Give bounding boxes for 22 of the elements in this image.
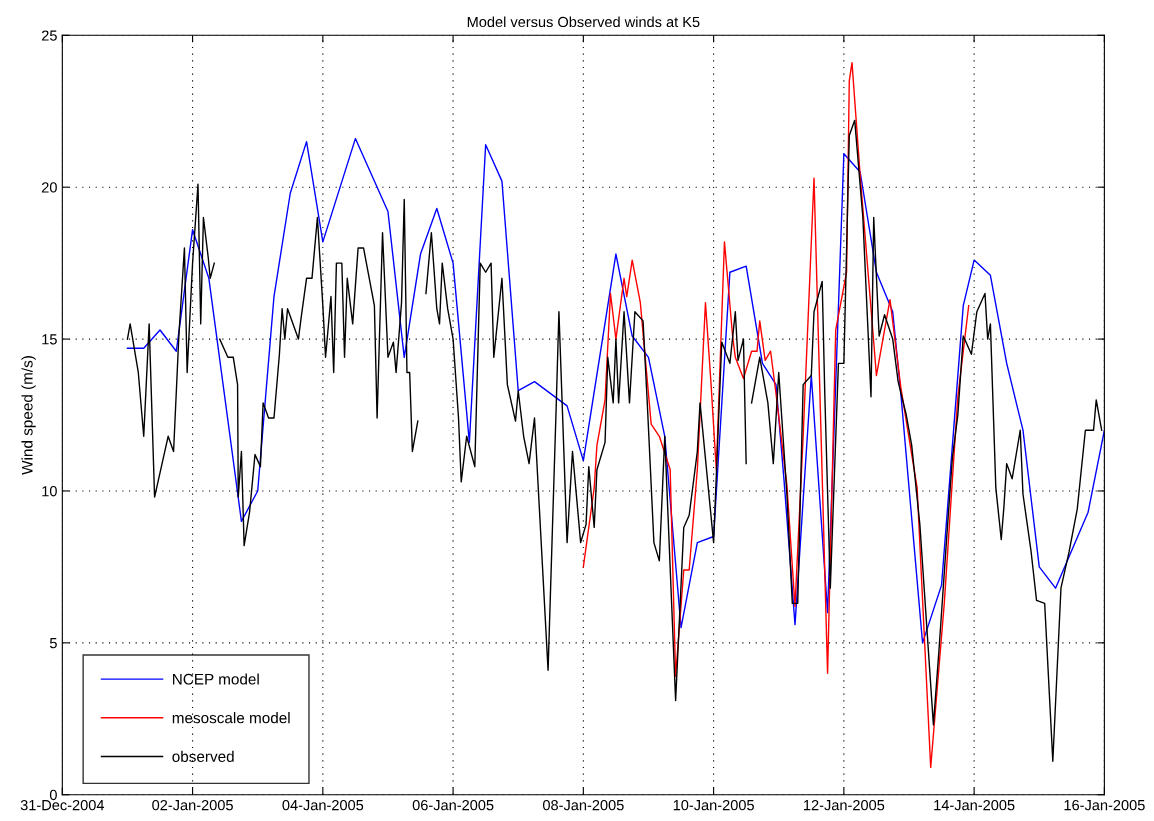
x-tick-label: 02-Jan-2005 [152,799,233,811]
legend-label: observed [172,750,234,762]
y-tick-label: 15 [42,334,57,345]
y-tick-label: 0 [49,789,57,801]
chart-title: Model versus Observed winds at K5 [467,16,700,28]
line-series [582,61,970,769]
y-tick-label: 5 [49,638,57,649]
x-tick-label: 08-Jan-2005 [542,799,624,811]
x-tick-label: 12-Jan-2005 [804,799,885,811]
x-tick-label: 04-Jan-2005 [282,799,364,811]
x-tick-label: 06-Jan-2005 [412,799,494,811]
legend-label: NCEP model [173,673,259,685]
x-tick-label: 14-Jan-2005 [934,799,1015,811]
x-tick-label: 10-Jan-2005 [673,799,754,811]
y-tick-label: 20 [41,182,57,193]
legend-label: mesoscale model [172,712,290,724]
y-tick-label: 10 [42,486,57,497]
x-tick-label: 16-Jan-2005 [1064,799,1145,811]
y-axis-title: Wind speed (m/s) [21,356,36,475]
x-tick-label: 31-Dec-2004 [20,799,105,811]
line-series [126,137,1105,644]
y-tick-label: 25 [41,30,57,41]
